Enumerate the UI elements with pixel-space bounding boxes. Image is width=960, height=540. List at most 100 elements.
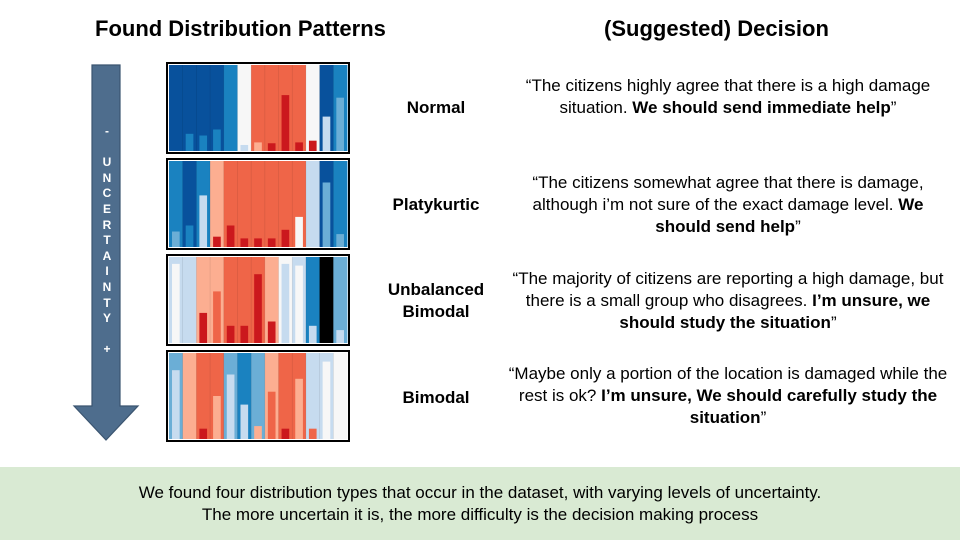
heatmap-strip	[223, 65, 238, 151]
heatmap-bar	[199, 428, 208, 439]
heatmap-strip	[182, 65, 197, 151]
heatmap-bar	[226, 325, 235, 343]
pattern-label-normal: Normal	[406, 98, 466, 117]
heatmap-strip	[169, 65, 184, 151]
heatmap-strip	[278, 161, 293, 247]
heatmap-bar	[240, 238, 249, 247]
heatmap-strip	[292, 65, 307, 151]
heatmap-strip	[333, 161, 348, 247]
heatmap-strip	[210, 161, 225, 247]
heatmap-bar	[281, 95, 290, 151]
decision-heading: (Suggested) Decision	[604, 16, 829, 41]
arrow-letter: T	[103, 233, 111, 248]
heatmap-bar	[336, 234, 344, 247]
heatmap-strip	[264, 161, 279, 247]
heatmap-bar	[254, 274, 262, 343]
heatmap-bar	[185, 378, 194, 439]
heatmap-bar	[254, 142, 262, 151]
heatmap-strip	[237, 65, 252, 151]
arrow-letter: R	[102, 217, 112, 232]
heatmap-bar	[295, 265, 303, 343]
heatmap-bar	[213, 236, 221, 247]
heatmap-bar	[322, 361, 331, 439]
arrow-letter: I	[105, 264, 109, 279]
summary-footer: We found four distribution types that oc…	[0, 467, 960, 540]
heatmap-bar	[267, 143, 276, 151]
decision-normal: “The citizens highly agree that there is…	[525, 76, 931, 117]
heatmap-bar	[308, 140, 317, 151]
heatmap-bar	[185, 225, 194, 247]
arrow-sign-plus: +	[103, 342, 111, 357]
decision-bimodal: “Maybe only a portion of the location is…	[508, 364, 948, 427]
heatmap-bar	[322, 182, 331, 247]
pattern-bimodal-heatmap	[166, 350, 350, 442]
heatmap-bar	[213, 396, 221, 439]
arrow-letter: E	[102, 201, 111, 216]
heatmap-bar	[226, 225, 235, 247]
arrow-letter: N	[102, 170, 112, 185]
heatmap-bar	[172, 263, 180, 343]
heatmap-bar	[213, 129, 221, 151]
heatmap-bar	[308, 428, 317, 439]
heatmap-strip	[251, 65, 266, 151]
footer-line-1: We found four distribution types that oc…	[138, 482, 822, 502]
heatmap-strip	[319, 257, 334, 343]
heatmap-strip	[182, 257, 197, 343]
heatmap-bar	[267, 391, 276, 439]
heatmap-bar	[172, 231, 180, 247]
heatmap-bar	[254, 238, 262, 247]
decision-unbalanced-bimodal: “The majority of citizens are reporting …	[512, 269, 944, 332]
heatmap-bar	[295, 378, 303, 439]
heatmap-bar	[240, 404, 249, 439]
arrow-letter: T	[103, 295, 111, 310]
heatmap-strip	[305, 257, 321, 343]
heatmap-strip	[251, 353, 266, 439]
heatmap-bar	[226, 138, 235, 151]
pattern-label-unbalanced-bimodal: Unbalanced Bimodal	[387, 280, 485, 321]
heatmap-bar	[240, 325, 249, 343]
arrow-letter: Y	[102, 311, 111, 326]
heatmap-strip	[333, 257, 348, 343]
arrow-sign-minus: -	[105, 124, 109, 138]
uncertainty-arrow-shape	[72, 64, 140, 441]
heatmap-bar	[267, 238, 276, 247]
heatmap-bar	[336, 97, 344, 151]
pattern-label-bimodal: Bimodal	[402, 388, 470, 407]
heatmap-strip	[278, 353, 293, 439]
heatmap-bar	[336, 330, 344, 343]
heatmap-bar	[172, 370, 180, 439]
heatmap-strip	[251, 161, 266, 247]
heatmap-bar	[199, 195, 208, 247]
arrow-letter: U	[102, 155, 112, 170]
patterns-heading: Found Distribution Patterns	[95, 16, 386, 41]
heatmap-bar	[185, 133, 194, 151]
decision-platykurtic: “The citizens somewhat agree that there …	[532, 173, 924, 236]
arrow-letter: C	[102, 186, 112, 201]
footer-line-2: The more uncertain it is, the more diffi…	[201, 504, 759, 524]
heatmap-bar	[308, 221, 317, 247]
heatmap-bar	[295, 216, 303, 247]
heatmap-strip	[305, 353, 321, 439]
heatmap-bar	[199, 135, 208, 151]
heatmap-bar	[322, 116, 331, 151]
pattern-unbalanced-bimodal-heatmap	[166, 254, 350, 346]
heatmap-bar	[281, 229, 290, 247]
heatmap-bar	[336, 361, 344, 439]
heatmap-bar	[254, 426, 262, 439]
pattern-normal-heatmap	[166, 62, 350, 154]
heatmap-bar	[213, 291, 221, 343]
heatmap-bar	[267, 321, 276, 343]
heatmap-bar	[281, 428, 290, 439]
heatmap-bar	[281, 263, 290, 343]
pattern-platykurtic-heatmap	[166, 158, 350, 250]
arrow-letter: N	[102, 279, 112, 294]
pattern-label-platykurtic: Platykurtic	[392, 195, 480, 214]
heatmap-bar	[199, 312, 208, 343]
heatmap-bar	[185, 330, 194, 343]
heatmap-strip	[264, 65, 279, 151]
heatmap-strip	[223, 257, 238, 343]
heatmap-bar	[240, 144, 249, 151]
heatmap-strip	[196, 65, 211, 151]
